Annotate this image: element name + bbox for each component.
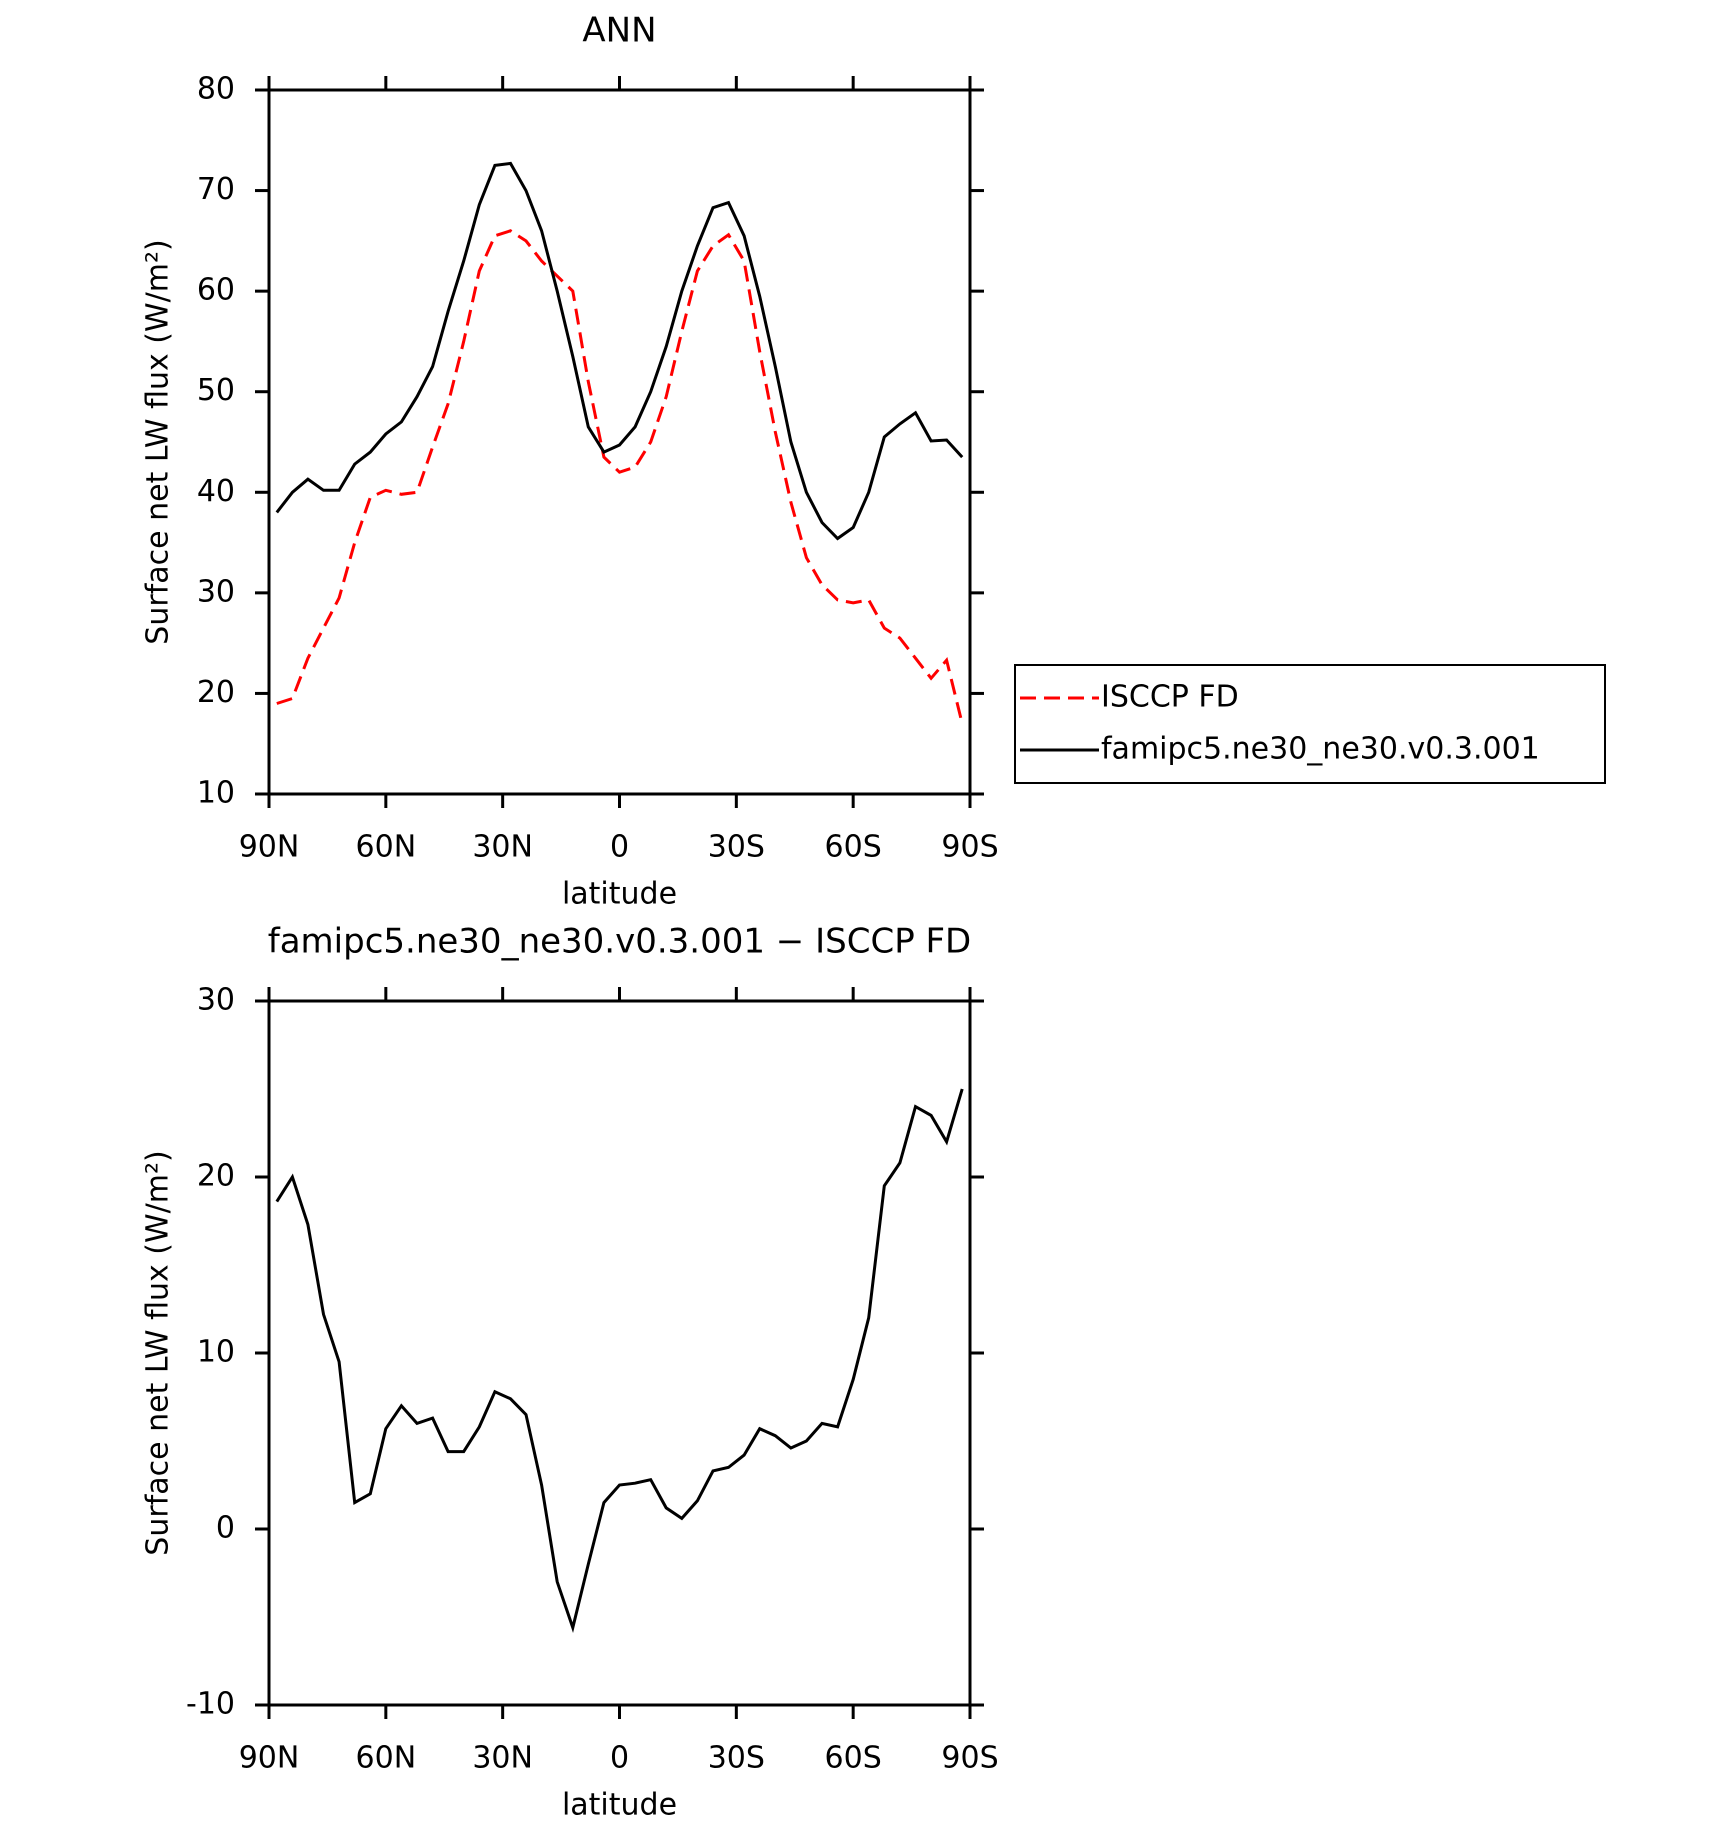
data-line (276, 229, 964, 724)
y-tick-label: 70 (197, 172, 235, 207)
x-tick-label: 60S (825, 830, 882, 865)
x-tick-label: 0 (610, 1741, 629, 1776)
data-line (275, 1088, 964, 1633)
y-tick-label: -10 (186, 1687, 235, 1722)
x-tick-label: 90N (239, 1741, 300, 1776)
y-tick-label: 30 (197, 574, 235, 609)
chart-title: ANN (582, 11, 656, 51)
x-axis-label: latitude (562, 1788, 677, 1822)
data-line (275, 161, 964, 541)
x-tick-label: 60N (356, 1741, 417, 1776)
x-tick-label: 30N (472, 1741, 533, 1776)
x-tick-label: 30S (708, 1741, 765, 1776)
chart-title: famipc5.ne30_ne30.v0.3.001 − ISCCP FD (268, 922, 972, 962)
x-tick-label: 30N (472, 830, 533, 865)
plot-frame (267, 88, 972, 796)
y-tick-label: 20 (197, 675, 235, 710)
y-tick-label: 50 (197, 373, 235, 408)
y-tick-label: 10 (197, 776, 235, 811)
x-tick-label: 90S (941, 1741, 998, 1776)
legend-box (1014, 664, 1606, 784)
legend-label: ISCCP FD (1101, 680, 1239, 715)
plot-frame (267, 999, 972, 1707)
x-axis-label: latitude (562, 877, 677, 912)
y-tick-label: 30 (197, 983, 235, 1018)
x-tick-label: 0 (610, 830, 629, 865)
x-tick-label: 30S (708, 830, 765, 865)
x-tick-label: 90S (941, 830, 998, 865)
y-tick-label: 0 (216, 1511, 235, 1546)
y-axis-label: Surface net LW flux (W/m²) (141, 239, 176, 644)
x-tick-label: 90N (239, 830, 300, 865)
y-axis-label: Surface net LW flux (W/m²) (141, 1150, 176, 1555)
x-tick-label: 60N (356, 830, 417, 865)
x-tick-label: 60S (825, 1741, 882, 1776)
y-tick-label: 40 (197, 474, 235, 509)
y-tick-label: 80 (197, 72, 235, 107)
legend-label: famipc5.ne30_ne30.v0.3.001 (1101, 732, 1540, 767)
y-tick-label: 10 (197, 1335, 235, 1370)
y-tick-label: 60 (197, 273, 235, 308)
y-tick-label: 20 (197, 1159, 235, 1194)
